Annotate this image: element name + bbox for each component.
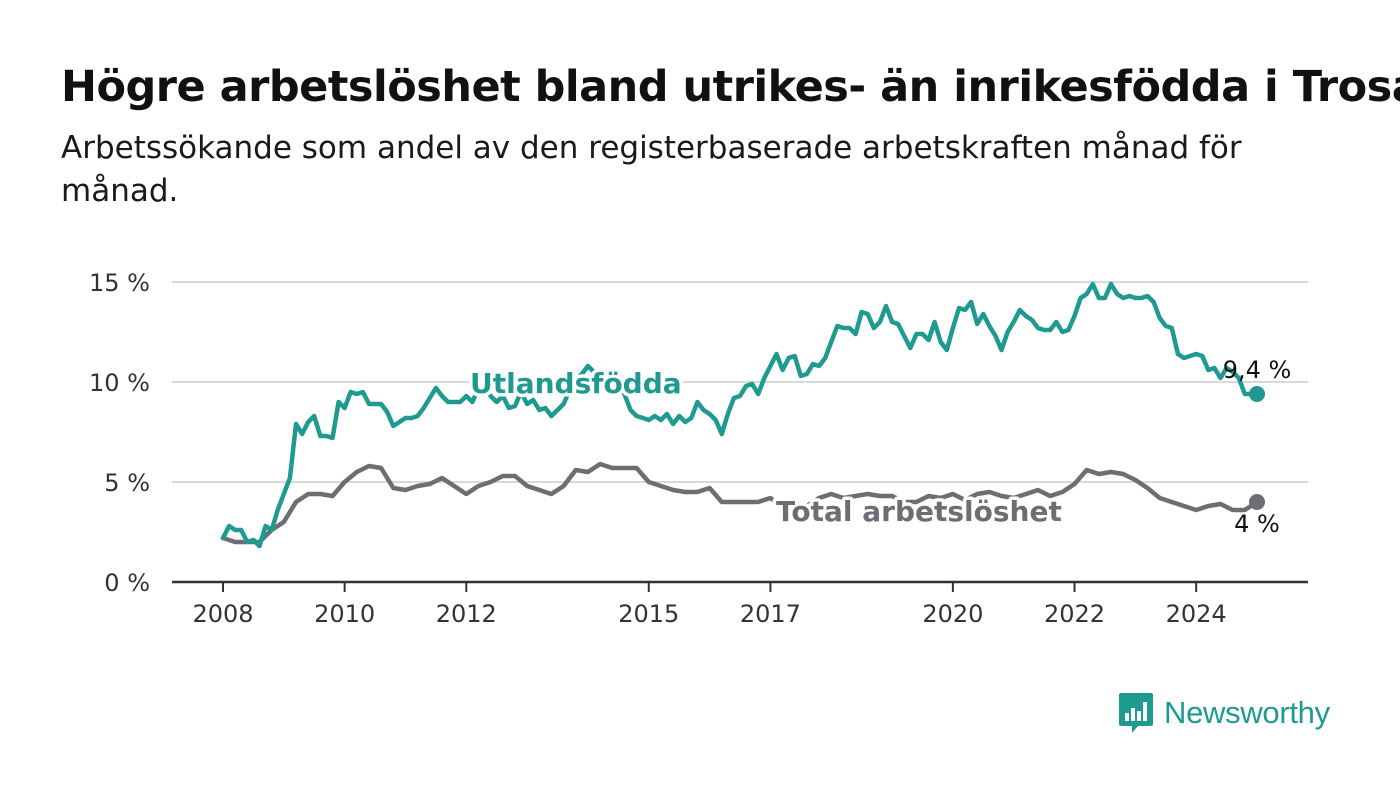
end-label-total-arbetsloshet: 4 %	[1234, 510, 1280, 538]
end-point-utlandsfodda	[1249, 386, 1265, 402]
x-tick-label: 2017	[740, 600, 801, 628]
x-tick-label: 2020	[922, 600, 983, 628]
end-label-utlandsfodda: 9,4 %	[1223, 356, 1292, 384]
series-line-total-arbetsloshet	[220, 461, 1260, 545]
y-tick-label: 0 %	[104, 569, 150, 597]
x-tick-label: 2010	[314, 600, 375, 628]
y-tick-label: 5 %	[104, 469, 150, 497]
y-tick-label: 10 %	[89, 369, 150, 397]
x-tick-label: 2022	[1044, 600, 1105, 628]
newsworthy-logo: Newsworthy	[1118, 690, 1330, 736]
logo-text: Newsworthy	[1164, 695, 1330, 730]
chart-subtitle: Arbetssökande som andel av den registerb…	[61, 130, 1242, 209]
series-label-utlandsfodda: Utlandsfödda	[470, 367, 682, 400]
x-tick-label: 2015	[618, 600, 679, 628]
x-tick-label: 2008	[192, 600, 253, 628]
x-tick-label: 2012	[436, 600, 497, 628]
bar-chart-speech-bubble-icon	[1119, 693, 1153, 733]
end-point-total-arbetsloshet	[1249, 494, 1265, 510]
x-tick-label: 2024	[1166, 600, 1227, 628]
y-tick-label: 15 %	[89, 269, 150, 297]
chart-title: Högre arbetslöshet bland utrikes- än inr…	[61, 62, 1400, 112]
series-label-total-arbetsloshet: Total arbetslöshet	[776, 495, 1062, 528]
series-line-utlandsfodda	[220, 281, 1260, 549]
